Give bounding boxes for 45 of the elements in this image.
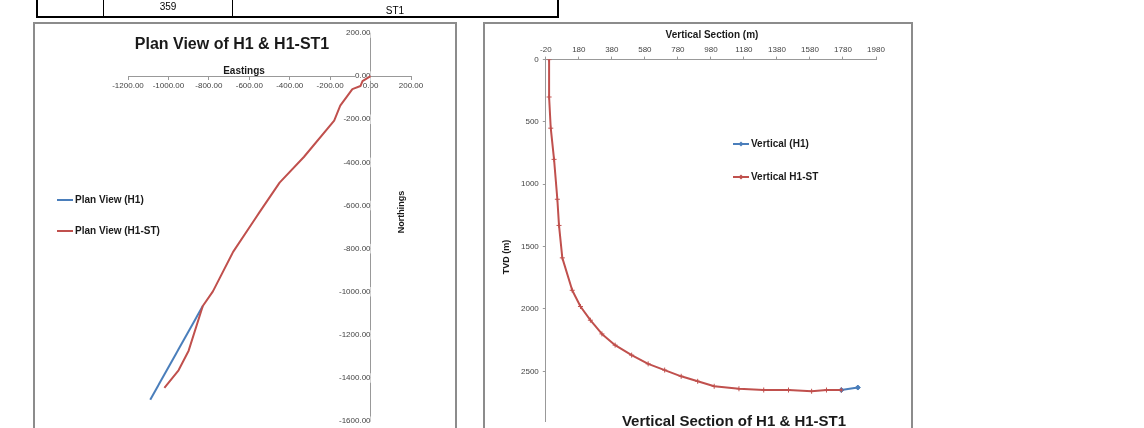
y-axis-title: TVD (m) [501,239,512,275]
x-axis-title: Eastings [223,64,266,76]
x-tick-label: -1000.00 [152,81,185,91]
x-tick-label: 200.00 [398,81,424,91]
y-tick-label: 500 [525,117,540,127]
y-tick-label: -1400.00 [338,373,372,383]
y-tick-label: 1500 [521,241,540,251]
y-tick-label: -800.00 [343,243,372,253]
x-axis-title: Vertical Section (m) [665,28,759,40]
x-tick-label: 180 [572,45,587,54]
x-tick-label: 1380 [768,45,787,54]
x-tick-label: 980 [704,45,719,54]
y-axis-title: Northings [396,190,407,234]
legend-label: Plan View (H1) [75,193,144,205]
x-tick-label: 780 [671,45,686,54]
y-tick-label: -1000.00 [338,287,372,296]
y-tick-label: -1200.00 [338,330,372,340]
x-tick-label: 1580 [801,45,820,54]
x-tick-label: 1780 [834,45,853,54]
legend-label: Vertical (H1) [751,137,809,149]
legend-label: Vertical H1-ST [751,170,819,182]
text: Vertical Section of H1 & H1-ST1 [621,412,847,428]
y-tick-label: 1000 [521,179,540,189]
y-tick-label: -1600.00 [338,416,372,426]
y-tick-label: -400.00 [343,157,372,167]
y-tick-label: -200.00 [343,114,372,124]
y-tick-label: 2000 [521,304,540,314]
x-tick-label: -1200.00 [112,81,145,91]
x-tick-label: -600.00 [235,81,264,91]
chart-title: Plan View of H1 & H1-ST1 [134,35,330,53]
x-tick-label: -800.00 [195,81,223,91]
x-tick-label: -400.00 [276,81,304,91]
text: 359 [103,0,232,16]
y-tick-label: 2500 [521,366,540,376]
x-tick-label: 1180 [735,45,754,54]
x-tick-label: 580 [638,45,653,54]
y-tick-label: 0 [534,54,540,64]
legend-label: Plan View (H1-ST) [75,224,160,236]
y-tick-label: 200.00 [346,28,372,38]
text: ST1 [232,0,557,16]
x-tick-label: -200.00 [316,81,345,91]
x-tick-label: 380 [605,45,620,54]
x-tick-label: -20 [540,45,553,54]
y-tick-label: -600.00 [343,200,372,210]
x-tick-label: 1980 [867,45,886,54]
